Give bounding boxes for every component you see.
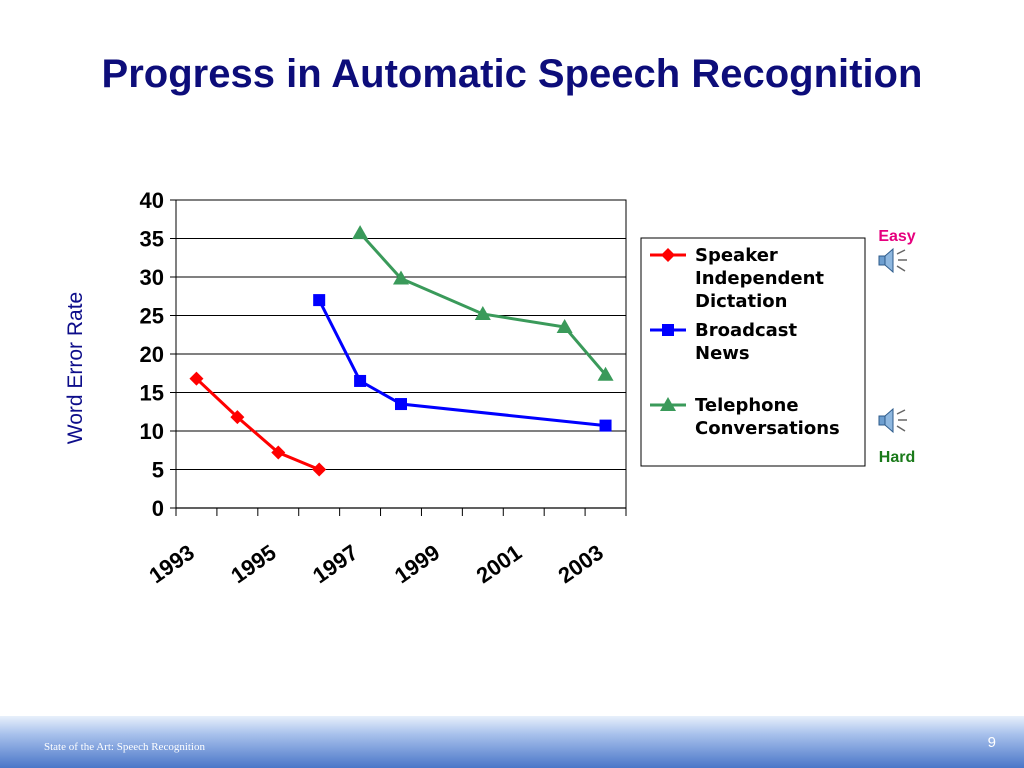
data-point: [189, 371, 204, 386]
footer-bar: [0, 716, 1024, 768]
data-point: [597, 366, 614, 381]
y-tick-label: 40: [140, 188, 164, 213]
easy-label: Easy: [878, 228, 915, 245]
legend-label-line: Telephone: [695, 395, 799, 416]
series-1: [313, 294, 612, 432]
page-number: 9: [987, 734, 996, 751]
chart-series: [189, 225, 614, 477]
chart-legend: Speaker Independent Dictation Broadcast News…: [640, 237, 866, 467]
series-line: [317, 299, 606, 428]
y-tick-label: 25: [140, 304, 164, 329]
series-0: [189, 371, 327, 477]
data-point: [230, 410, 245, 425]
data-point: [556, 319, 573, 334]
legend-label-line: Dictation: [695, 291, 788, 312]
speaker-icon[interactable]: [878, 407, 907, 434]
x-tick-label: 1999: [390, 540, 444, 589]
data-point: [662, 324, 674, 336]
speaker-icon[interactable]: [878, 247, 907, 274]
y-tick-label: 20: [140, 342, 164, 367]
legend-label-line: Broadcast: [695, 320, 798, 341]
legend-label-line: News: [695, 343, 750, 364]
chart-gridlines: [175, 199, 627, 509]
x-tick-label: 1997: [308, 540, 362, 589]
legend-item-0: Speaker Independent Dictation: [650, 245, 824, 312]
data-point: [474, 305, 491, 320]
legend-label: Speaker Independent Dictation: [695, 245, 824, 312]
data-point: [313, 294, 326, 307]
legend-label: Broadcast News: [695, 320, 798, 364]
data-point: [352, 225, 369, 240]
legend-item-1: Broadcast News: [650, 320, 798, 364]
data-point: [599, 419, 612, 432]
legend-label-line: Conversations: [695, 418, 840, 439]
y-tick-label: 5: [152, 458, 164, 483]
legend-item-2: Telephone Conversations: [650, 395, 840, 439]
x-tick-label: 1995: [226, 540, 280, 589]
y-tick-label: 0: [152, 496, 164, 521]
y-tick-label: 15: [140, 381, 164, 406]
y-tick-label: 35: [140, 227, 164, 252]
hard-label: Hard: [879, 449, 915, 466]
series-2: [352, 225, 614, 381]
x-tick-label: 2003: [554, 540, 608, 589]
chart-axes: 0 5 10 15 20 25 30 35 40 1993 1995 1997 1999 2001 2003: [140, 188, 627, 589]
slide-title: Progress in Automatic Speech Recognition: [101, 52, 923, 96]
y-tick-label: 10: [140, 419, 164, 444]
footer-text: State of the Art: Speech Recognition: [44, 741, 205, 753]
x-tick-label: 1993: [144, 540, 198, 589]
y-tick-label: 30: [140, 265, 164, 290]
x-tick-label: 2001: [472, 540, 526, 589]
legend-label-line: Speaker: [695, 245, 778, 266]
data-point: [661, 248, 675, 262]
legend-label: Telephone Conversations: [695, 395, 840, 439]
y-axis-label: Word Error Rate: [64, 292, 87, 445]
data-point: [395, 398, 407, 411]
data-point: [271, 445, 286, 460]
line-chart: 0 5 10 15 20 25 30 35 40 1993 1995 1997 1999 2001 2003…: [64, 188, 916, 589]
legend-box: [640, 237, 866, 467]
data-point: [660, 397, 676, 411]
data-point: [354, 374, 367, 387]
legend-label-line: Independent: [695, 268, 824, 289]
series-line: [195, 377, 320, 471]
data-point: [393, 270, 409, 285]
data-point: [312, 462, 327, 477]
